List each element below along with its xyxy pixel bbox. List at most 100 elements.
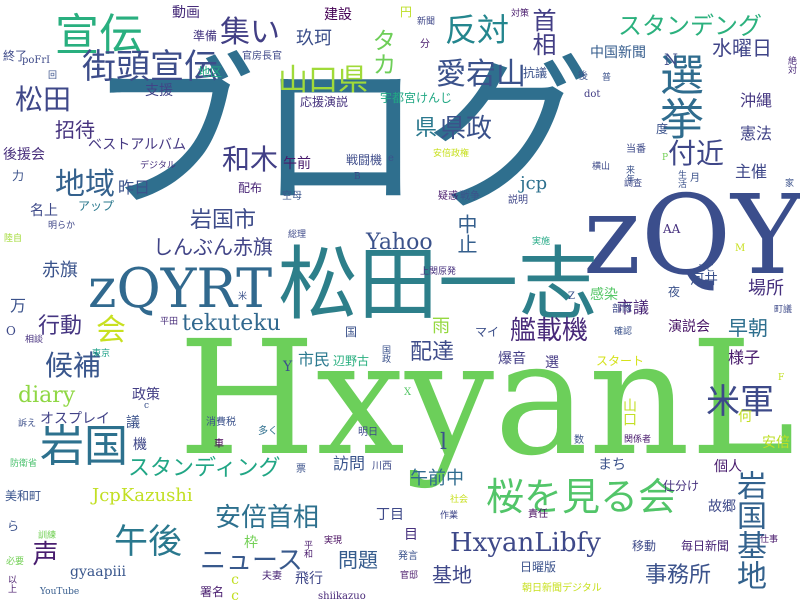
word-boueishou: 防衛省 [10,459,38,469]
word-shimin: 市民 [298,350,331,369]
word-nani: 何 [738,409,752,425]
word-nichiyouban: 日曜版 [520,560,557,574]
word-fukin: 付近 [668,137,725,170]
word-kouho: 候補 [45,349,102,382]
word-asahi-shinbun-digital: 朝日新聞デジタル [522,583,602,594]
word-touban: 当番 [626,144,646,155]
word-akahata: 赤旗 [42,260,78,281]
word-kouenkai: 後援会 [3,147,45,163]
word-shusai: 主催 [735,162,768,181]
word-ouen-enzetsu: 応援演説 [300,95,349,109]
word-akiraka: 明らか [48,221,76,231]
word-haifu: 配布 [238,181,263,195]
word-taka: タカ [368,28,396,76]
word-ki: 機 [133,437,147,453]
word-kojin: 個人 [714,459,742,475]
word-kazu: 数 [574,435,584,446]
word-shoutai: 招待 [55,118,95,142]
word-kichi: 基地 [432,563,472,587]
word-gozenchuu: 午前中 [410,468,464,489]
word-ijou: 以上 [6,575,16,593]
word-shiikazuo: shiikazuo [318,591,366,600]
word-shien: 支援 [145,83,173,99]
word-waki: 和木 [222,143,279,176]
word-jimusho: 事務所 [645,563,712,588]
word-bakuon: 爆音 [498,351,526,367]
word-mainichi-shinbun: 毎日新聞 [681,539,730,553]
word-m: M [735,243,746,254]
word-fu: 普 [602,73,612,83]
word-bun: 分 [420,39,430,50]
word-shuuryou: 終了 [3,49,28,63]
word-iwakuni-kichi: 岩国基地 [731,470,766,590]
word-up: アップ [78,199,115,213]
word-matsuda-kazushi: 松田一志 [278,238,598,331]
word-gozen: 午前 [283,156,311,172]
word-kinou: 昨日 [118,178,151,197]
word-koudou: 行動 [38,314,83,339]
word-shinbun: 新聞 [417,17,436,27]
word-kougi: 抗議 [523,66,548,80]
word-seikatsu: 生活 [676,170,686,188]
word-jisshi: 実施 [532,237,551,247]
word-kanbou-chokan: 官房長官 [242,51,282,62]
word-shigoto: 仕事 [760,535,779,545]
word-dot: dot [584,89,601,100]
word-chuushi: 中止 [454,214,478,254]
word-hitsuyou: 必要 [6,557,25,567]
word-youtube: YouTube [40,587,80,597]
word-gi: 議 [126,415,140,431]
word-standeng: スタンデング [618,12,762,40]
word-chiku: 地区 [198,65,223,79]
word-bei: 米 [238,292,248,302]
word-gaitou-senden: 街頭宣伝 [82,47,218,87]
word-shinbun-akahata: しんぶん赤旗 [153,235,273,259]
word-kensei: 県政 [440,114,493,144]
word-toukyou: 東京 [92,349,111,359]
word-hirata: 平田 [160,317,179,327]
word-gogo: 午後 [114,522,182,562]
word-en: 円 [400,5,413,19]
word-utsunomiya-kenji: 宇都宮けんじ [380,91,453,105]
word-ame: 雨 [432,316,450,337]
word-meijou: 名上 [30,203,58,219]
word-hyou: 票 [296,464,306,475]
word-me: 目 [404,527,418,543]
word-kensetsu: 建設 [324,7,352,23]
word-butai: 部隊 [612,304,632,315]
word-diary: diary [18,383,76,408]
word-giwaku: 疑惑 [438,191,458,202]
word-iwakuni-shi: 岩国市 [190,208,257,233]
word-chousa: 調査 [624,179,643,189]
word-senkyo: 選挙 [652,52,703,140]
word-o: O [6,324,16,338]
word-taisaku: 対策 [511,9,530,19]
word-rainen: 来年 [624,165,634,183]
word-basho: 場所 [748,278,784,299]
word-z: Z [568,291,575,302]
word-shakai: 社会 [450,495,469,505]
word-kenpou: 憲法 [740,124,773,143]
word-kuruma: 車 [214,439,224,450]
word-souchou: 早朝 [728,316,768,340]
word-suiyoubi: 水曜日 [712,36,772,60]
word-henoko: 辺野古 [333,354,370,368]
word-hxyanlibfy: HxyanLibfy [450,528,601,558]
word-shomei: 署名 [200,585,225,599]
word-chiiki: 地域 [55,167,115,202]
word-sakura-wo-miru-kai: 桜を見る会 [486,475,677,519]
word-mondai: 問題 [338,548,378,572]
word-chougi: 町議 [774,305,793,315]
word-abe-shusho: 安倍首相 [215,503,320,533]
word-kai: 会 [96,313,126,348]
word-yamaguchi: 山口 [621,398,637,426]
word-kantei: 官邸 [400,571,419,581]
word-aa: AA [663,222,681,236]
word-ken: 県 [415,116,438,141]
word-okinawa: 沖縄 [740,91,773,110]
word-junbi: 準備 [193,29,218,43]
word-yokoyama: 横山 [592,162,611,172]
word-shigi: 市議 [617,298,650,317]
word-iwakuni: 岩国 [40,421,128,472]
word-man: 万 [10,296,27,315]
